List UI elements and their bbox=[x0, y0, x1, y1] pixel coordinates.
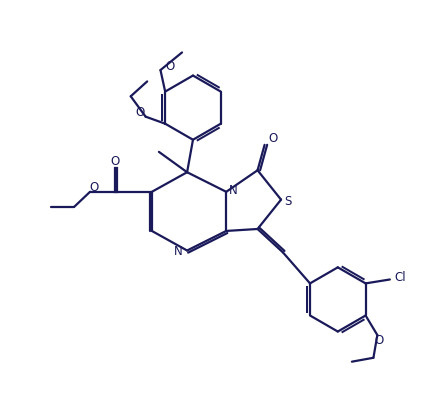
Text: O: O bbox=[89, 180, 98, 194]
Text: Cl: Cl bbox=[395, 271, 406, 284]
Text: N: N bbox=[174, 245, 183, 258]
Text: O: O bbox=[269, 132, 278, 145]
Text: O: O bbox=[374, 334, 384, 347]
Text: O: O bbox=[110, 155, 119, 168]
Text: N: N bbox=[229, 184, 238, 197]
Text: S: S bbox=[284, 195, 292, 208]
Text: O: O bbox=[165, 60, 175, 73]
Text: O: O bbox=[136, 106, 145, 119]
